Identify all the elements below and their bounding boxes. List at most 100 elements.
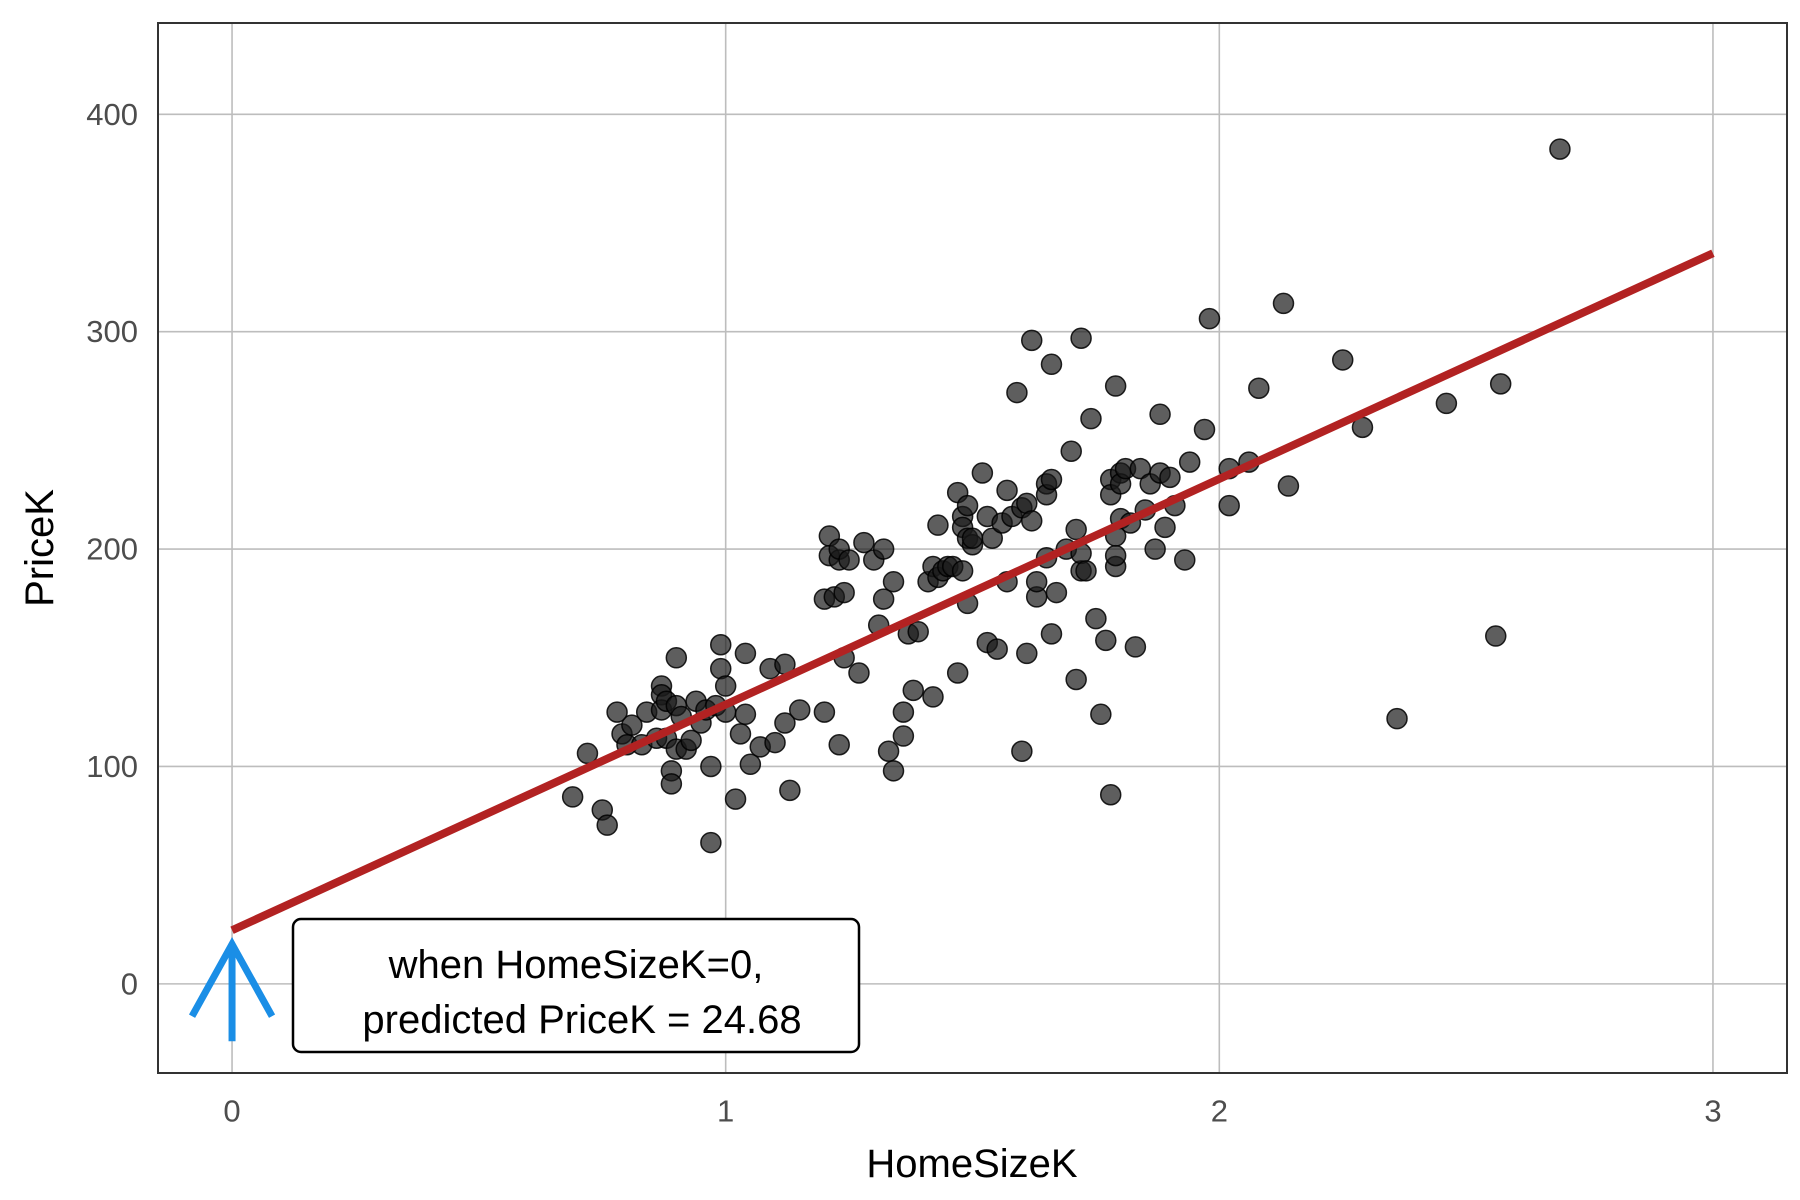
data-point (1272, 292, 1295, 315)
data-point (1178, 451, 1201, 473)
y-axis-title: PriceK (18, 489, 62, 607)
data-point (1065, 668, 1087, 691)
arrow-head (188, 937, 276, 1018)
y-tick-label: 200 (86, 532, 138, 567)
data-point (734, 642, 757, 665)
data-point (1154, 516, 1176, 539)
data-point (665, 647, 688, 669)
data-point (813, 701, 836, 723)
data-point (714, 675, 737, 697)
data-point (734, 703, 757, 726)
data-point (1040, 623, 1063, 645)
data-point (838, 549, 860, 571)
data-point (1277, 475, 1300, 497)
data-point (882, 760, 905, 782)
x-tick-label: 2 (1211, 1094, 1228, 1129)
data-point (872, 588, 895, 610)
data-point (1090, 703, 1112, 726)
data-point (621, 714, 643, 736)
data-point (1104, 375, 1127, 397)
data-point (1248, 377, 1270, 399)
data-point (961, 527, 984, 549)
data-point (779, 779, 801, 802)
data-point (877, 740, 900, 763)
data-point (1060, 440, 1082, 463)
data-point (1099, 783, 1122, 806)
data-point (1006, 381, 1028, 404)
grid-lines (158, 23, 1787, 1073)
data-point (729, 723, 752, 745)
data-point (1149, 403, 1171, 426)
data-point (853, 531, 875, 554)
annotation-line-2: predicted PriceK = 24.68 (362, 998, 801, 1042)
data-point (902, 679, 925, 702)
data-point (1144, 538, 1166, 560)
data-point (882, 570, 905, 593)
data-point (1124, 636, 1147, 658)
x-tick-label: 0 (223, 1094, 240, 1129)
data-point (927, 514, 949, 536)
data-point (1549, 138, 1571, 160)
data-point (788, 699, 811, 721)
data-point (1193, 418, 1216, 441)
data-point (561, 786, 584, 808)
scatter-points (561, 138, 1571, 854)
data-point (1040, 353, 1063, 376)
data-point (709, 633, 732, 656)
data-point (1218, 494, 1240, 517)
data-point (606, 701, 628, 723)
data-point (872, 538, 895, 560)
data-point (774, 712, 796, 734)
data-point (1095, 629, 1117, 652)
y-tick-label: 0 (121, 966, 138, 1001)
data-point (1485, 625, 1507, 647)
data-point (700, 831, 722, 854)
data-point (1011, 740, 1033, 763)
x-axis-title: HomeSizeK (866, 1142, 1078, 1186)
regression-line-group (230, 249, 1715, 934)
y-tick-label: 400 (86, 97, 138, 132)
data-point (1020, 329, 1043, 352)
data-point (1198, 307, 1221, 330)
data-point (1104, 544, 1127, 567)
data-point (660, 773, 683, 795)
data-point (833, 581, 855, 604)
data-point (1489, 373, 1512, 395)
data-point (1025, 570, 1048, 593)
data-point (907, 620, 929, 643)
data-point (1045, 581, 1068, 604)
data-point (1085, 607, 1107, 630)
data-point (1065, 518, 1087, 541)
data-point (724, 788, 747, 810)
data-point (892, 701, 915, 723)
data-point (596, 814, 618, 836)
data-point (986, 638, 1008, 660)
data-point (1159, 466, 1181, 489)
plot-border (157, 22, 1788, 1074)
annotation-line-1: when HomeSizeK=0, (388, 943, 764, 987)
data-point (1040, 468, 1063, 491)
data-point (1016, 642, 1038, 665)
data-point (996, 479, 1018, 502)
data-point (922, 686, 944, 708)
regression-line (230, 249, 1715, 934)
y-tick-label: 300 (86, 314, 138, 349)
data-point (764, 731, 786, 754)
data-point (848, 662, 870, 684)
data-point (1020, 510, 1043, 532)
data-point (1070, 327, 1092, 349)
data-point (739, 753, 762, 776)
data-point (951, 560, 974, 582)
data-point (892, 725, 915, 747)
intercept-arrow-group (188, 937, 276, 1042)
annotation-box (291, 917, 861, 1054)
data-point (680, 729, 702, 752)
tick-labels: 0 1 2 3 0 100 200 300 400 (86, 97, 1721, 1129)
x-tick-label: 3 (1704, 1094, 1721, 1129)
data-point (1174, 549, 1196, 571)
data-point (828, 733, 850, 756)
annotation-group: when HomeSizeK=0, predicted PriceK = 24.… (291, 917, 861, 1054)
data-point (981, 527, 1003, 549)
